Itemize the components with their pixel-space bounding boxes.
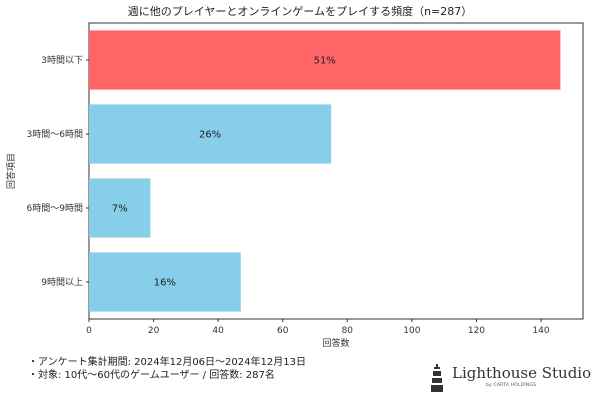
x-tick-label: 60: [277, 326, 289, 336]
logo-name: Lighthouse Studio: [452, 364, 592, 382]
y-axis-label: 回答項目: [5, 153, 17, 189]
bar: [89, 30, 561, 90]
x-tick-label: 0: [86, 326, 92, 336]
bar-value-label: 16%: [154, 278, 176, 289]
x-tick-label: 120: [468, 326, 485, 336]
y-tick-label: 6時間〜9時間: [27, 203, 83, 214]
x-tick-label: 100: [403, 326, 420, 336]
x-tick-label: 40: [212, 326, 224, 336]
bar: [89, 104, 332, 164]
notes: ・アンケート集計期間: 2024年12月06日〜2024年12月13日 ・対象:…: [28, 356, 306, 382]
x-tick-label: 140: [532, 326, 549, 336]
x-tick-label: 20: [148, 326, 160, 336]
bar: [89, 178, 151, 238]
bar-value-label: 51%: [314, 56, 336, 67]
x-tick-label: 80: [342, 326, 354, 336]
plot-frame: [88, 22, 584, 320]
bar-value-label: 7%: [112, 204, 128, 215]
lighthouse-icon: [431, 364, 443, 392]
y-tick-label: 3時間以下: [41, 55, 83, 66]
bar-chart: 週に他のプレイヤーとオンラインゲームをプレイする頻度（n=287） 51% 26%…: [5, 4, 584, 349]
logo-sub: by CARTA HOLDINGS: [486, 383, 537, 388]
chart-title: 週に他のプレイヤーとオンラインゲームをプレイする頻度（n=287）: [128, 4, 473, 18]
x-axis-label: 回答数: [322, 337, 349, 349]
note-survey-period: ・アンケート集計期間: 2024年12月06日〜2024年12月13日: [28, 357, 306, 368]
y-tick-label: 3時間〜6時間: [27, 129, 83, 140]
logo: Lighthouse Studio by CARTA HOLDINGS: [428, 364, 593, 396]
y-tick-label: 9時間以上: [41, 277, 83, 288]
bar-value-label: 26%: [199, 130, 221, 141]
note-target: ・対象: 10代〜60代のゲームユーザー / 回答数: 287名: [28, 370, 275, 381]
bar: [89, 252, 241, 312]
